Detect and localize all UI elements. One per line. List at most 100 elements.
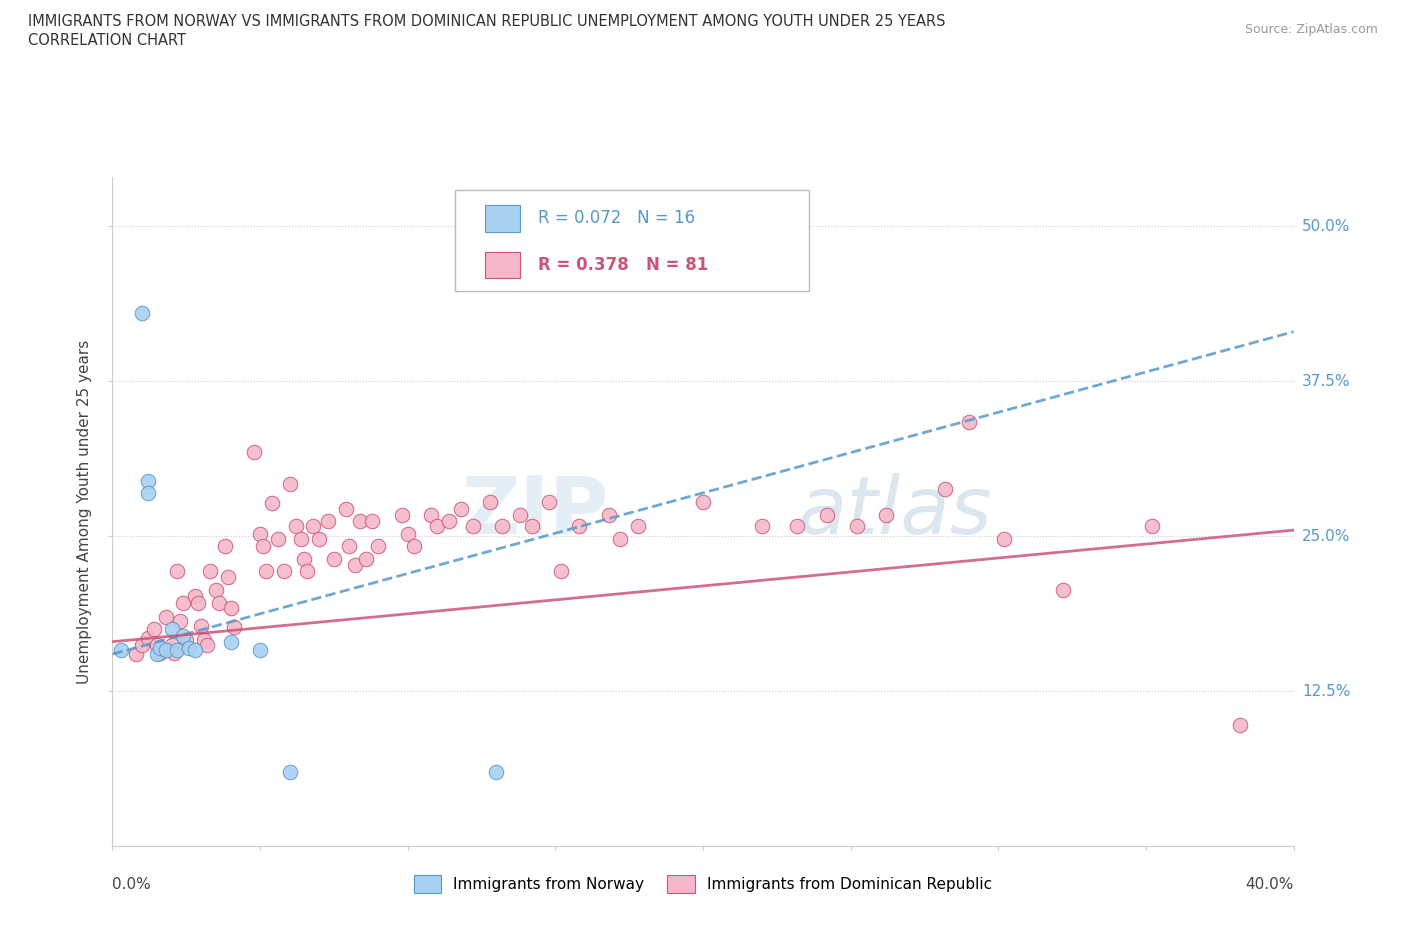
Point <box>396 526 419 541</box>
Point <box>323 551 346 566</box>
Point <box>195 638 218 653</box>
Text: R = 0.378   N = 81: R = 0.378 N = 81 <box>537 256 707 274</box>
Point <box>249 526 271 541</box>
Point <box>217 570 239 585</box>
Point <box>1140 519 1163 534</box>
Point <box>273 564 295 578</box>
Point <box>786 519 808 534</box>
Point <box>169 613 191 628</box>
Point <box>308 531 330 546</box>
Point <box>190 618 212 633</box>
Point <box>193 633 215 648</box>
Point <box>160 638 183 653</box>
Point <box>343 557 366 572</box>
Point <box>205 582 228 597</box>
Point <box>110 643 132 658</box>
Text: 12.5%: 12.5% <box>1302 684 1350 698</box>
Point <box>125 646 148 661</box>
Point <box>568 519 591 534</box>
Point <box>136 473 159 488</box>
Point <box>155 609 177 624</box>
FancyBboxPatch shape <box>456 190 810 290</box>
Point <box>219 601 242 616</box>
Y-axis label: Unemployment Among Youth under 25 years: Unemployment Among Youth under 25 years <box>77 339 93 684</box>
Point <box>284 519 307 534</box>
Bar <box>485 205 520 232</box>
Point <box>316 514 339 529</box>
Point <box>278 764 301 779</box>
Point <box>391 508 413 523</box>
Point <box>335 501 357 516</box>
Point <box>402 538 425 553</box>
Point <box>166 643 188 658</box>
Point <box>479 494 502 509</box>
Point <box>550 564 572 578</box>
Point <box>208 596 231 611</box>
Point <box>875 508 897 523</box>
Point <box>136 485 159 500</box>
Point <box>934 482 956 497</box>
Point <box>243 445 266 459</box>
Point <box>437 514 460 529</box>
Point <box>222 619 245 634</box>
Point <box>131 306 153 321</box>
Point <box>157 643 180 658</box>
Point <box>214 538 236 553</box>
Point <box>179 641 201 656</box>
Point <box>149 641 172 656</box>
Point <box>184 643 207 658</box>
Text: 37.5%: 37.5% <box>1302 374 1350 389</box>
Point <box>146 638 169 653</box>
Point <box>461 519 484 534</box>
Point <box>426 519 449 534</box>
Text: ZIP: ZIP <box>461 472 609 551</box>
Point <box>1052 582 1074 597</box>
Point <box>491 519 513 534</box>
Text: Source: ZipAtlas.com: Source: ZipAtlas.com <box>1244 23 1378 36</box>
Point <box>845 519 868 534</box>
Point <box>509 508 531 523</box>
Point <box>146 646 169 661</box>
Text: 25.0%: 25.0% <box>1302 529 1350 544</box>
Point <box>292 551 315 566</box>
Point <box>187 596 209 611</box>
Point <box>174 633 197 648</box>
Point <box>520 519 543 534</box>
Point <box>184 589 207 604</box>
Point <box>136 631 159 645</box>
Point <box>290 531 312 546</box>
Point <box>627 519 650 534</box>
Point <box>155 643 177 658</box>
Point <box>163 645 186 660</box>
Legend: Immigrants from Norway, Immigrants from Dominican Republic: Immigrants from Norway, Immigrants from … <box>408 869 998 899</box>
Point <box>249 643 271 658</box>
Point <box>131 638 153 653</box>
Point <box>142 622 165 637</box>
Point <box>450 501 472 516</box>
Point <box>160 622 183 637</box>
Point <box>692 494 714 509</box>
Point <box>172 596 194 611</box>
Text: IMMIGRANTS FROM NORWAY VS IMMIGRANTS FROM DOMINICAN REPUBLIC UNEMPLOYMENT AMONG : IMMIGRANTS FROM NORWAY VS IMMIGRANTS FRO… <box>28 14 946 29</box>
Text: atlas: atlas <box>797 472 993 551</box>
Point <box>957 415 980 430</box>
Point <box>254 564 277 578</box>
Text: 40.0%: 40.0% <box>1246 877 1294 892</box>
Point <box>297 564 319 578</box>
Point <box>751 519 773 534</box>
Point <box>356 551 378 566</box>
Point <box>252 538 274 553</box>
Point <box>993 531 1015 546</box>
Point <box>815 508 838 523</box>
Text: CORRELATION CHART: CORRELATION CHART <box>28 33 186 47</box>
Point <box>302 519 325 534</box>
Point <box>198 564 221 578</box>
Point <box>337 538 360 553</box>
Point <box>361 514 384 529</box>
Point <box>278 477 301 492</box>
Point <box>267 531 290 546</box>
Point <box>260 496 283 511</box>
Point <box>172 628 194 643</box>
Point <box>166 564 188 578</box>
Text: R = 0.072   N = 16: R = 0.072 N = 16 <box>537 209 695 227</box>
